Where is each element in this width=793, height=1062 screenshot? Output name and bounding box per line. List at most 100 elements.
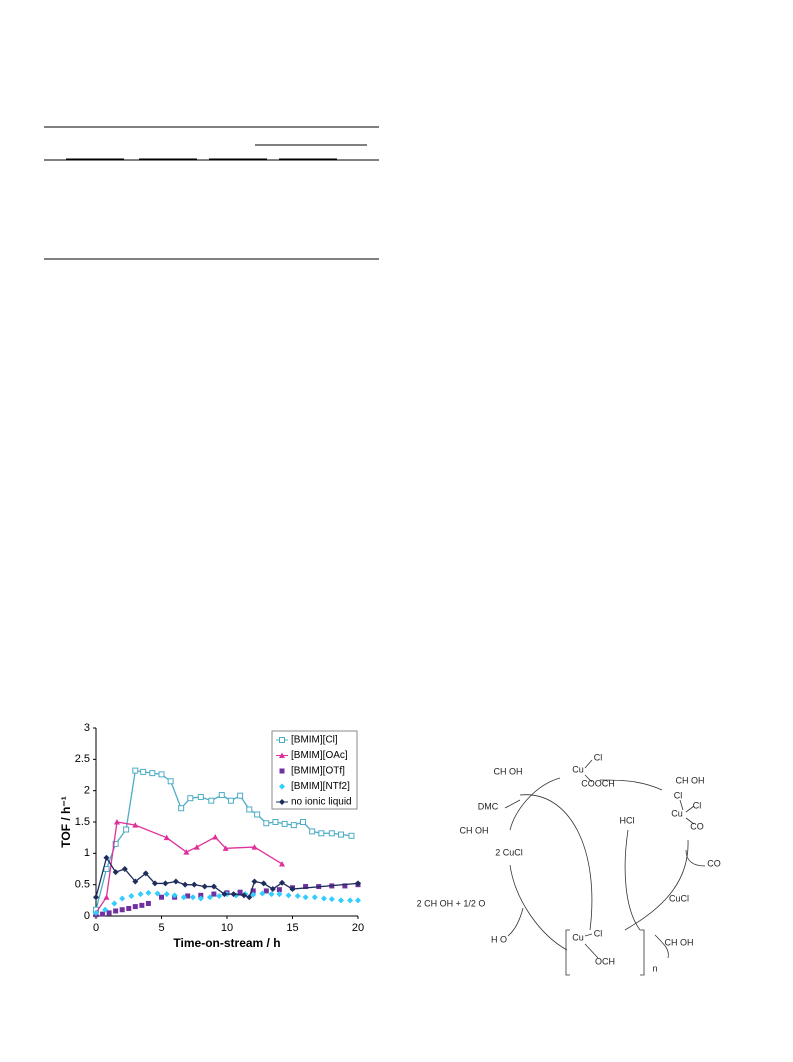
point [149,770,156,777]
point [263,820,270,827]
point [197,793,204,800]
y-tick-label: 3 [84,722,90,734]
point [328,830,335,837]
point [100,911,106,917]
point [137,891,144,898]
point [183,849,190,855]
point [250,888,256,894]
diagram-label: CO [707,858,721,868]
point [197,895,204,902]
point [142,870,149,877]
point [119,895,126,902]
x-tick-label: 10 [221,922,233,934]
point [294,892,301,899]
point [113,819,120,825]
legend-marker [279,752,285,758]
point [328,896,335,903]
point [289,886,296,893]
diagram-label: CH OH [460,825,489,835]
bracket [565,929,570,976]
legend-marker [279,737,285,743]
point [210,883,217,890]
point [227,797,234,804]
point [216,892,223,899]
point [112,840,119,847]
point [272,819,279,825]
point [208,797,215,804]
point [103,854,110,861]
table-rules [44,126,379,260]
point [154,890,161,897]
x-tick-label: 0 [93,922,99,934]
diagram-label: CuCl [669,893,689,903]
point [102,906,109,913]
diagram-label: CH OH [676,775,705,785]
point [139,902,145,908]
point [93,894,99,901]
bracket [640,929,645,976]
point [260,880,267,887]
diagram-label: Cu [671,808,683,818]
point [171,892,178,899]
point [193,844,200,850]
point [191,881,198,888]
point [246,894,253,901]
legend-marker [279,768,285,774]
legend-label: [BMIM][OTf] [291,766,345,777]
arrow [624,829,641,931]
point [279,860,286,867]
point [347,897,354,904]
point [185,893,191,899]
point [211,891,217,897]
point [230,891,237,898]
point [251,878,258,885]
point [106,910,112,916]
arrow [599,779,663,791]
diagram-label: Cu [572,764,584,774]
arrow [624,839,689,931]
point [290,822,297,829]
point [342,883,348,889]
point [320,895,327,902]
point [111,900,118,907]
diagram-label: H O [491,934,507,944]
point [145,900,151,906]
diagram-label: 2 CuCl [495,847,523,857]
diagram-label: Cl [594,928,603,938]
point [128,892,135,899]
diagram-label: Cl [674,790,683,800]
point [281,820,288,827]
point [268,891,275,898]
point [303,884,309,890]
chart: 0 0.5 1 1.5 2 2.5 3 0 5 10 15 20 Time-on-stream / h T… [59,722,364,950]
point [189,894,196,901]
arrow [685,849,706,867]
diagram-label: CO [690,821,704,831]
point [119,907,125,913]
diagram-label: HCl [620,815,635,825]
point [263,888,269,894]
diagram-label: Cl [594,752,603,762]
y-tick-label: 2 [84,785,90,797]
point [121,866,128,872]
diagram-label: n [652,963,657,973]
point [103,894,110,900]
diagram-label: CH OH [494,766,523,776]
legend-marker [279,799,285,805]
point [132,822,139,828]
point [178,805,185,812]
y-tick-label: 1.5 [75,816,90,828]
point [145,889,152,896]
point [254,811,261,818]
point [221,891,228,898]
point [206,894,213,901]
point [355,880,361,887]
point [180,894,187,901]
diagram-label: CH OH [665,937,694,947]
y-tick-label: 0.5 [75,879,90,891]
point [237,889,243,895]
point [218,792,225,799]
legend-label: [BMIM][Cl] [291,735,338,746]
point [259,890,266,897]
